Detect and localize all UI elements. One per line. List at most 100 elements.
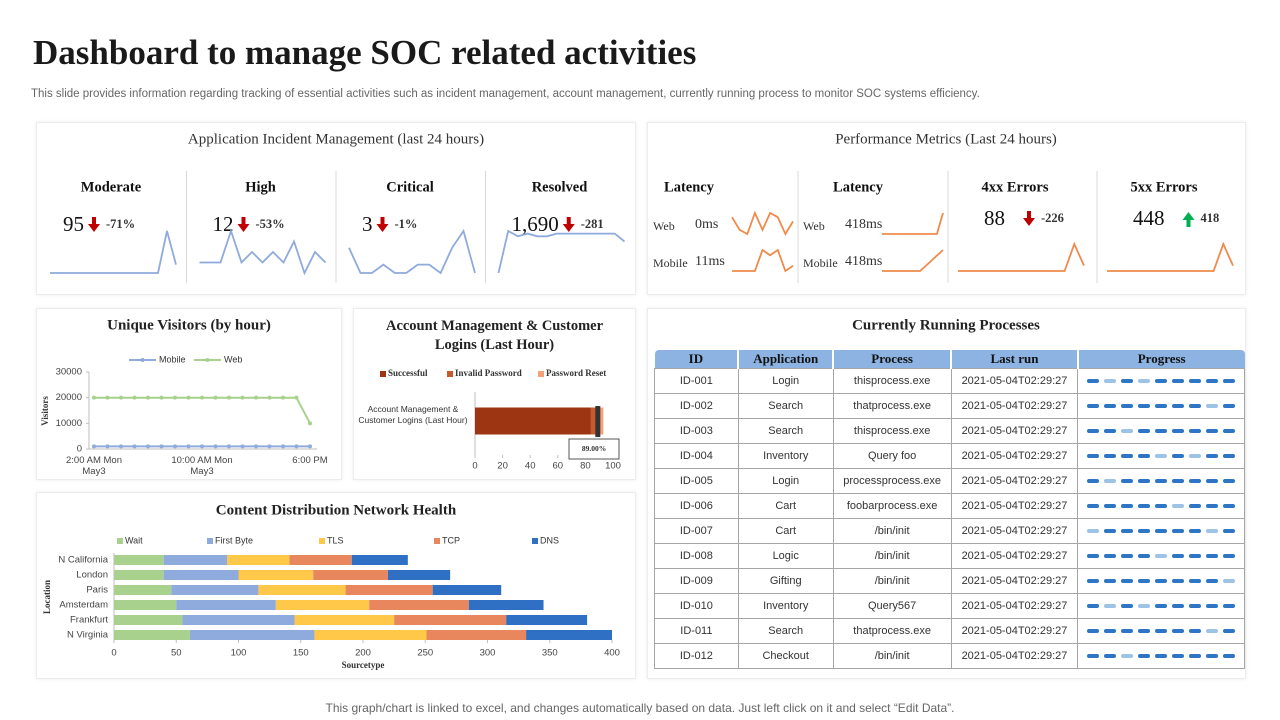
bar-segment <box>526 630 612 640</box>
bar-segment <box>238 570 314 580</box>
progress-dash <box>1223 379 1236 384</box>
bar-segment <box>163 555 228 565</box>
sparkline <box>958 241 1085 272</box>
y-tick-label: 10000 <box>56 418 82 429</box>
bar-segment <box>468 600 544 610</box>
table-cell: foobarprocess.exe <box>832 493 952 519</box>
table-cell: Query foo <box>832 443 952 469</box>
bar-segment <box>314 630 427 640</box>
progress-dash <box>1138 604 1151 609</box>
category-label: N Virginia <box>67 630 109 641</box>
progress-dash <box>1172 429 1185 434</box>
data-point <box>173 444 177 449</box>
incident-svg: Application Incident Management (last 24… <box>50 131 626 283</box>
progress-dash <box>1172 479 1185 484</box>
progress-cell <box>1077 568 1245 594</box>
table-cell: ID-003 <box>654 418 739 444</box>
progress-dash <box>1104 604 1117 609</box>
progress-dash <box>1155 404 1168 409</box>
progress-dash <box>1087 504 1100 509</box>
table-cell: 2021-05-04T02:29:27 <box>950 418 1079 444</box>
progress-dash <box>1087 479 1100 484</box>
category-label: Paris <box>86 585 108 596</box>
table-cell: ID-009 <box>654 568 739 594</box>
marker-label: 89.00% <box>582 444 606 453</box>
progress-dash <box>1172 404 1185 409</box>
data-point <box>213 444 218 449</box>
table-row: ID-005 Login processprocess.exe 2021-05-04T… <box>654 468 1245 494</box>
table-cell: /bin/init <box>832 543 952 569</box>
progress-dash <box>1138 579 1151 584</box>
data-point <box>240 395 245 400</box>
x-axis-label: Sourcetype <box>342 660 385 670</box>
metric-name: Web <box>803 219 825 233</box>
metric-value: 0ms <box>695 217 718 232</box>
progress-cell <box>1077 543 1245 569</box>
sparkline <box>882 212 944 235</box>
bar-segment <box>275 600 370 610</box>
table-cell: ID-012 <box>654 643 739 669</box>
table-header: ID Application Process Last run Progress <box>654 350 1245 369</box>
x-tick-label: 100 <box>605 461 621 472</box>
table-cell: Cart <box>737 518 834 544</box>
data-point <box>119 395 123 400</box>
kpi-value: 448 <box>1133 206 1165 230</box>
legend-label: Successful <box>388 368 428 378</box>
progress-cell <box>1077 418 1245 444</box>
progress-dash <box>1138 529 1151 534</box>
x-tick-label: 0 <box>111 648 116 659</box>
data-point <box>132 444 137 449</box>
progress-dash <box>1206 579 1219 584</box>
metric-name: Mobile <box>653 256 688 270</box>
progress-dash <box>1087 554 1100 559</box>
column-header: Progress <box>1076 350 1245 369</box>
progress-dash <box>1206 554 1219 559</box>
progress-dash <box>1104 579 1117 584</box>
progress-dash <box>1121 429 1134 434</box>
legend-label: Web <box>224 354 242 364</box>
legend-label: Mobile <box>159 354 186 364</box>
x-tick-label: 400 <box>604 648 620 659</box>
performance-svg: Performance Metrics (Last 24 hours) Laten… <box>653 131 1234 283</box>
bar-segment <box>432 585 502 595</box>
trend-arrow <box>237 217 250 232</box>
bar-segment <box>258 585 346 595</box>
bar-segment <box>294 615 395 625</box>
progress-dash <box>1138 454 1151 459</box>
legend-swatch <box>319 538 325 544</box>
column-header: Application <box>737 350 834 369</box>
progress-dash <box>1138 654 1151 659</box>
progress-dash <box>1223 554 1236 559</box>
column-header: Last run <box>950 350 1078 369</box>
table-cell: Cart <box>737 493 834 519</box>
page-title: Dashboard to manage SOC related activiti… <box>33 33 697 72</box>
table-cell: ID-005 <box>654 468 739 494</box>
progress-dash <box>1138 554 1151 559</box>
progress-dash <box>1223 604 1236 609</box>
process-table: ID Application Process Last run Progress ID-0… <box>654 350 1245 669</box>
table-row: ID-004 Inventory Query foo 2021-05-04T02:29… <box>654 443 1245 469</box>
sparkline <box>497 229 626 274</box>
progress-dash <box>1206 479 1219 484</box>
kpi-value: 12 <box>213 212 234 236</box>
progress-cell <box>1077 593 1245 619</box>
y-axis-label: Visitors <box>40 396 50 426</box>
legend-swatch <box>447 371 453 377</box>
table-row: ID-006 Cart foobarprocess.exe 2021-05-04T02… <box>654 493 1245 519</box>
processes-svg: Currently Running Processes <box>852 317 1040 333</box>
table-cell: thatprocess.exe <box>832 618 952 644</box>
column-header: ID <box>654 350 739 369</box>
sparkline <box>199 228 327 276</box>
trend-arrow <box>376 217 389 232</box>
cdn-panel: Content Distribution Network Health 0 50 10… <box>36 492 636 679</box>
progress-dash <box>1104 454 1117 459</box>
progress-dash <box>1087 654 1100 659</box>
table-cell: ID-002 <box>654 393 739 419</box>
kpi-change: -1% <box>395 217 418 231</box>
bar-segment <box>163 570 239 580</box>
legend-label: DNS <box>540 535 559 545</box>
panel-title: Currently Running Processes <box>852 317 1040 333</box>
progress-dash <box>1223 429 1236 434</box>
progress-dash <box>1172 629 1185 634</box>
table-cell: ID-011 <box>654 618 739 644</box>
